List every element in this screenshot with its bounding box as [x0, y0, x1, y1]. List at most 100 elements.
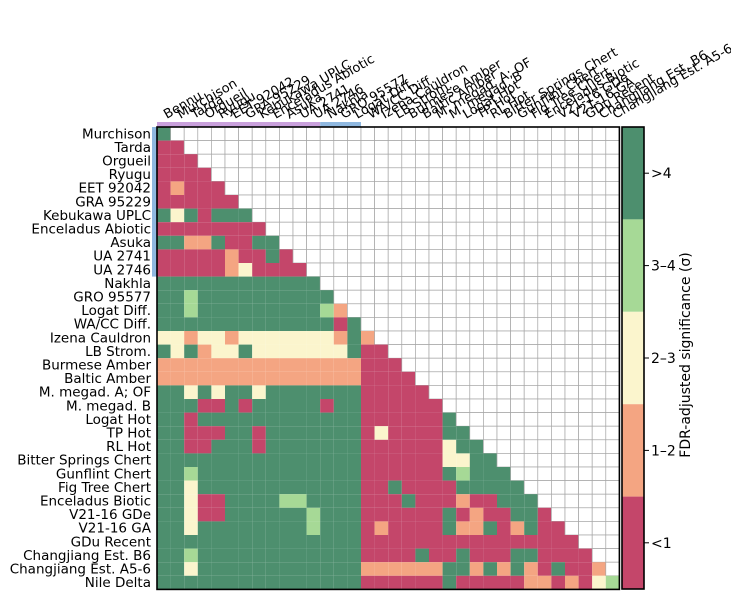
group-color-bars: [152, 122, 361, 277]
empty-cell: [265, 181, 280, 196]
heatmap-cell: [469, 507, 484, 522]
empty-cell: [428, 249, 443, 264]
heatmap-cell: [211, 331, 225, 345]
empty-cell: [455, 303, 471, 318]
heatmap-cell: [361, 412, 375, 427]
heatmap-cell: [238, 276, 253, 291]
empty-cell: [483, 317, 498, 332]
empty-cell: [442, 398, 457, 413]
heatmap-cell: [578, 548, 593, 563]
empty-cell: [510, 140, 525, 155]
heatmap-cell: [265, 507, 280, 522]
heatmap-cell: [265, 467, 280, 481]
empty-cell: [428, 221, 443, 237]
heatmap-cell: [388, 412, 402, 427]
heatmap-cell: [184, 290, 198, 304]
empty-cell: [496, 303, 511, 318]
empty-cell: [510, 194, 525, 209]
colorbar-tick-label: 2–3: [651, 351, 676, 367]
heatmap-cell: [551, 575, 565, 590]
heatmap-cell: [170, 426, 185, 440]
heatmap-cell: [157, 154, 171, 168]
empty-cell: [347, 140, 362, 155]
heatmap-cell: [306, 344, 321, 359]
empty-cell: [551, 439, 566, 454]
heatmap-cell: [197, 467, 212, 481]
heatmap-cell: [225, 263, 239, 277]
empty-cell: [496, 289, 511, 305]
empty-cell: [605, 357, 620, 373]
row-label: Murchison: [82, 126, 151, 142]
empty-cell: [374, 221, 389, 237]
empty-cell: [401, 153, 416, 169]
empty-cell: [469, 221, 484, 237]
empty-cell: [347, 126, 362, 141]
row-label: Logat Diff.: [81, 303, 151, 319]
empty-cell: [523, 181, 539, 196]
empty-cell: [578, 303, 593, 318]
empty-cell: [578, 453, 593, 468]
heatmap-cell: [170, 317, 185, 331]
heatmap-cell: [184, 467, 198, 481]
heatmap-cell: [524, 535, 538, 549]
heatmap-cell: [293, 399, 307, 413]
empty-cell: [347, 221, 362, 237]
heatmap-cell: [265, 290, 280, 304]
empty-cell: [265, 153, 280, 169]
empty-cell: [496, 208, 511, 223]
row-label: RL Hot: [106, 439, 151, 455]
empty-cell: [279, 167, 294, 182]
empty-cell: [360, 235, 375, 250]
empty-cell: [605, 561, 620, 577]
heatmap-cell: [279, 399, 293, 413]
empty-cell: [537, 276, 552, 291]
heatmap-cell: [265, 494, 280, 508]
empty-cell: [279, 153, 294, 169]
empty-cell: [605, 194, 620, 209]
empty-cell: [605, 289, 620, 305]
heatmap-cell: [211, 290, 225, 304]
empty-cell: [605, 140, 620, 155]
heatmap-cell: [157, 344, 171, 359]
heatmap-cell: [265, 439, 280, 454]
empty-cell: [578, 221, 593, 237]
empty-cell: [551, 371, 566, 386]
heatmap-cell: [170, 439, 185, 454]
empty-cell: [387, 317, 403, 332]
heatmap-cell: [333, 480, 348, 495]
heatmap-cell: [157, 317, 171, 331]
empty-cell: [483, 235, 498, 250]
empty-cell: [537, 398, 552, 413]
row-label: Kebukawa UPLC: [43, 208, 151, 224]
empty-cell: [483, 153, 498, 169]
heatmap-cell: [157, 412, 171, 427]
heatmap-cell: [197, 453, 212, 467]
empty-cell: [551, 466, 566, 481]
heatmap-cell: [197, 276, 212, 291]
empty-cell: [279, 194, 294, 209]
empty-cell: [496, 126, 511, 141]
empty-cell: [401, 262, 416, 277]
empty-cell: [387, 208, 403, 223]
heatmap-cell: [252, 507, 266, 522]
empty-cell: [551, 153, 566, 169]
empty-cell: [496, 181, 511, 196]
empty-cell: [333, 167, 348, 182]
heatmap-cell: [265, 358, 280, 372]
empty-cell: [605, 235, 620, 250]
empty-cell: [523, 262, 539, 277]
empty-cell: [591, 439, 607, 454]
heatmap-cell: [483, 467, 497, 481]
empty-cell: [319, 221, 335, 237]
heatmap-cell: [578, 562, 593, 576]
heatmap-cell: [211, 195, 225, 209]
empty-cell: [360, 276, 375, 291]
heatmap-cell: [361, 439, 375, 454]
heatmap-cell: [211, 181, 225, 195]
heatmap-cell: [157, 208, 171, 223]
heatmap-cell: [361, 344, 375, 359]
heatmap-cell: [197, 575, 212, 590]
empty-cell: [306, 167, 321, 182]
empty-cell: [605, 493, 620, 509]
heatmap-cell: [157, 263, 171, 277]
